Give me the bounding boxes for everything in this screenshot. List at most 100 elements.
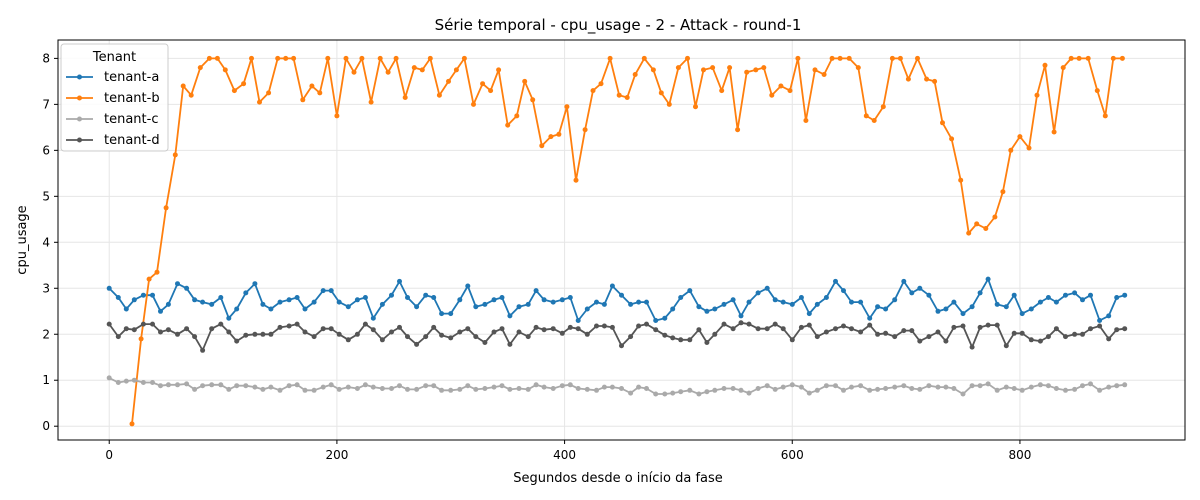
data-point-tenant-d [311, 334, 317, 340]
data-point-tenant-d [397, 324, 402, 330]
data-point-tenant-c [1003, 384, 1009, 390]
data-point-tenant-d [516, 329, 522, 335]
data-point-tenant-b [666, 101, 672, 107]
data-point-tenant-c [909, 386, 915, 391]
data-point-tenant-c [260, 386, 266, 392]
data-point-tenant-b [377, 55, 383, 61]
data-point-tenant-d [328, 326, 334, 332]
data-point-tenant-d [260, 331, 266, 337]
data-point-tenant-b [787, 88, 793, 94]
data-point-tenant-c [755, 386, 761, 391]
data-point-tenant-b [778, 83, 784, 89]
data-point-tenant-c [362, 382, 368, 388]
data-point-tenant-b [855, 65, 861, 71]
data-point-tenant-d [550, 326, 556, 332]
legend-swatch-marker [77, 95, 82, 101]
data-point-tenant-a [311, 299, 317, 305]
data-point-tenant-c [200, 383, 206, 389]
data-point-tenant-c [559, 383, 565, 389]
data-point-tenant-b [992, 214, 998, 220]
data-point-tenant-c [1122, 382, 1128, 388]
data-point-tenant-a [687, 288, 693, 294]
data-point-tenant-c [883, 386, 889, 391]
data-point-tenant-c [687, 387, 693, 393]
data-point-tenant-d [772, 321, 778, 327]
data-point-tenant-d [601, 323, 607, 329]
data-point-tenant-c [567, 382, 573, 388]
data-point-tenant-b [821, 72, 827, 77]
data-point-tenant-c [516, 386, 522, 391]
data-point-tenant-a [789, 301, 795, 307]
data-point-tenant-d [320, 326, 326, 332]
data-point-tenant-d [746, 321, 752, 327]
data-point-tenant-d [594, 323, 599, 329]
data-point-tenant-a [1045, 295, 1051, 300]
data-point-tenant-b [590, 88, 596, 94]
data-point-tenant-b [249, 55, 254, 61]
legend: Tenant tenant-a tenant-b tenant-c tenant-d [60, 43, 169, 152]
data-point-tenant-c [628, 390, 634, 396]
data-point-tenant-c [738, 387, 744, 393]
data-point-tenant-a [806, 311, 812, 317]
data-point-tenant-a [1072, 290, 1078, 296]
data-point-tenant-a [696, 304, 702, 310]
series-tenant-c [106, 375, 1128, 397]
data-point-tenant-b [719, 88, 725, 94]
data-point-tenant-c [662, 391, 668, 397]
data-point-tenant-a [814, 301, 820, 307]
data-point-tenant-d [721, 321, 727, 327]
data-point-tenant-c [209, 382, 215, 388]
data-point-tenant-d [106, 321, 112, 327]
data-point-tenant-b [837, 55, 843, 61]
data-point-tenant-a [969, 304, 975, 310]
x-tick-label: 0 [105, 448, 113, 462]
data-point-tenant-c [1063, 387, 1068, 393]
data-point-tenant-b [675, 65, 681, 71]
data-point-tenant-a [140, 292, 146, 298]
data-point-tenant-a [226, 315, 232, 321]
data-point-tenant-c [985, 381, 991, 387]
data-point-tenant-c [1028, 384, 1034, 390]
data-point-tenant-c [294, 382, 300, 388]
data-point-tenant-a [1003, 304, 1009, 310]
data-point-tenant-a [234, 306, 240, 312]
data-point-tenant-d [252, 331, 258, 337]
data-point-tenant-d [678, 337, 684, 343]
data-point-tenant-b [641, 55, 647, 61]
data-point-tenant-d [755, 326, 761, 332]
data-point-tenant-c [1045, 383, 1051, 389]
axis-ticks: 0 200 400 600 800 0 1 2 3 4 5 6 7 8 [42, 51, 1031, 462]
data-point-tenant-b [154, 269, 160, 275]
data-point-tenant-d [628, 334, 634, 340]
data-point-tenant-c [875, 386, 881, 392]
data-point-tenant-d [499, 326, 505, 332]
data-point-tenant-b [1051, 129, 1057, 135]
y-tick-label: 8 [42, 51, 50, 65]
plot-area [57, 39, 1186, 441]
data-point-tenant-d [875, 331, 881, 337]
data-point-tenant-d [662, 332, 668, 338]
data-point-tenant-c [379, 386, 385, 391]
y-tick-label: 4 [42, 235, 50, 249]
data-point-tenant-a [370, 315, 376, 321]
data-point-tenant-a [516, 304, 522, 310]
data-point-tenant-c [106, 375, 112, 381]
legend-label: tenant-d [104, 133, 160, 148]
data-point-tenant-b [761, 65, 767, 71]
data-point-tenant-b [453, 67, 459, 73]
data-point-tenant-a [712, 306, 718, 312]
data-point-tenant-b [522, 78, 528, 84]
data-point-tenant-b [275, 55, 281, 61]
data-point-tenant-b [393, 55, 399, 61]
data-point-tenant-d [712, 331, 718, 337]
data-point-tenant-c [960, 391, 966, 397]
data-point-tenant-c [533, 382, 539, 388]
data-point-tenant-a [704, 308, 710, 314]
data-point-tenant-b [1119, 55, 1125, 61]
data-point-tenant-d [730, 326, 736, 332]
data-point-tenant-c [370, 384, 376, 390]
data-point-tenant-d [814, 334, 820, 340]
data-point-tenant-a [867, 315, 873, 321]
data-point-tenant-a [165, 301, 171, 307]
data-point-tenant-a [670, 306, 676, 312]
